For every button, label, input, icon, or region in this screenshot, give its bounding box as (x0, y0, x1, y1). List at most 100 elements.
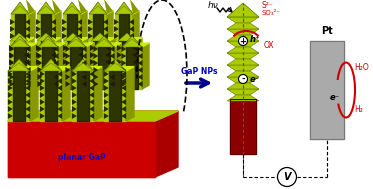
Polygon shape (115, 6, 133, 14)
Polygon shape (57, 71, 62, 77)
Polygon shape (227, 65, 259, 71)
Polygon shape (227, 35, 259, 41)
Polygon shape (57, 92, 62, 98)
Polygon shape (38, 47, 58, 89)
Polygon shape (91, 33, 109, 41)
Polygon shape (54, 81, 59, 87)
Polygon shape (115, 2, 133, 14)
Polygon shape (8, 71, 30, 121)
Polygon shape (41, 14, 51, 41)
Polygon shape (82, 53, 87, 59)
Polygon shape (63, 59, 68, 65)
Polygon shape (64, 38, 88, 41)
Polygon shape (10, 36, 30, 47)
Polygon shape (10, 33, 28, 41)
Polygon shape (65, 81, 70, 87)
Polygon shape (104, 59, 126, 71)
Polygon shape (89, 71, 94, 77)
Polygon shape (121, 60, 126, 66)
Polygon shape (138, 81, 142, 87)
Polygon shape (105, 45, 110, 51)
Polygon shape (109, 71, 121, 121)
Polygon shape (8, 121, 155, 177)
Polygon shape (37, 33, 55, 41)
Polygon shape (62, 26, 67, 32)
Polygon shape (9, 59, 14, 65)
Polygon shape (70, 47, 82, 89)
Polygon shape (55, 38, 61, 74)
Polygon shape (227, 71, 259, 77)
Polygon shape (37, 67, 43, 73)
Polygon shape (25, 92, 30, 98)
Polygon shape (91, 38, 115, 41)
Polygon shape (8, 113, 13, 119)
Polygon shape (227, 95, 259, 101)
Polygon shape (14, 41, 24, 74)
Polygon shape (72, 92, 77, 98)
Text: H₂: H₂ (354, 105, 363, 114)
Polygon shape (72, 85, 77, 91)
Polygon shape (93, 53, 98, 59)
Polygon shape (227, 77, 259, 83)
Polygon shape (64, 33, 82, 41)
Polygon shape (8, 78, 13, 84)
Polygon shape (155, 111, 178, 177)
Polygon shape (26, 74, 31, 80)
Polygon shape (89, 106, 94, 112)
Polygon shape (40, 67, 70, 71)
Polygon shape (11, 14, 29, 41)
Polygon shape (37, 81, 43, 87)
Polygon shape (66, 43, 93, 47)
Polygon shape (9, 46, 15, 52)
Polygon shape (122, 36, 142, 47)
Polygon shape (51, 33, 56, 39)
Polygon shape (93, 46, 98, 52)
Polygon shape (104, 67, 134, 71)
Polygon shape (63, 14, 81, 41)
Polygon shape (81, 11, 87, 41)
Polygon shape (41, 41, 51, 74)
Polygon shape (26, 81, 31, 87)
Polygon shape (37, 46, 43, 52)
Polygon shape (36, 45, 41, 51)
Polygon shape (103, 19, 108, 25)
Polygon shape (78, 59, 83, 65)
Polygon shape (104, 99, 109, 105)
Polygon shape (130, 0, 139, 14)
Polygon shape (51, 19, 56, 25)
Polygon shape (227, 89, 259, 95)
Polygon shape (10, 26, 15, 32)
Polygon shape (57, 78, 62, 84)
Polygon shape (57, 85, 62, 91)
Polygon shape (54, 67, 59, 73)
Polygon shape (25, 113, 30, 119)
Polygon shape (104, 0, 113, 14)
Polygon shape (94, 39, 114, 47)
Text: +: + (239, 36, 247, 46)
Polygon shape (89, 78, 94, 84)
Text: e⁻: e⁻ (330, 94, 340, 102)
Polygon shape (89, 11, 113, 14)
Polygon shape (118, 41, 136, 74)
Polygon shape (10, 33, 15, 39)
Polygon shape (62, 33, 67, 39)
Polygon shape (109, 38, 115, 74)
Polygon shape (72, 113, 77, 119)
Polygon shape (121, 71, 126, 77)
Polygon shape (78, 45, 83, 51)
Polygon shape (82, 67, 87, 73)
Polygon shape (117, 45, 122, 51)
Polygon shape (88, 26, 93, 32)
Polygon shape (36, 52, 41, 58)
Text: GaP NPs: GaP NPs (181, 67, 217, 76)
Polygon shape (11, 11, 35, 14)
Polygon shape (64, 41, 82, 74)
Polygon shape (82, 60, 87, 66)
Polygon shape (9, 81, 15, 87)
Polygon shape (11, 6, 29, 14)
Text: SO₃²⁻: SO₃²⁻ (262, 10, 281, 16)
Polygon shape (89, 14, 107, 41)
Polygon shape (89, 113, 94, 119)
Polygon shape (36, 66, 41, 72)
Polygon shape (11, 2, 29, 14)
